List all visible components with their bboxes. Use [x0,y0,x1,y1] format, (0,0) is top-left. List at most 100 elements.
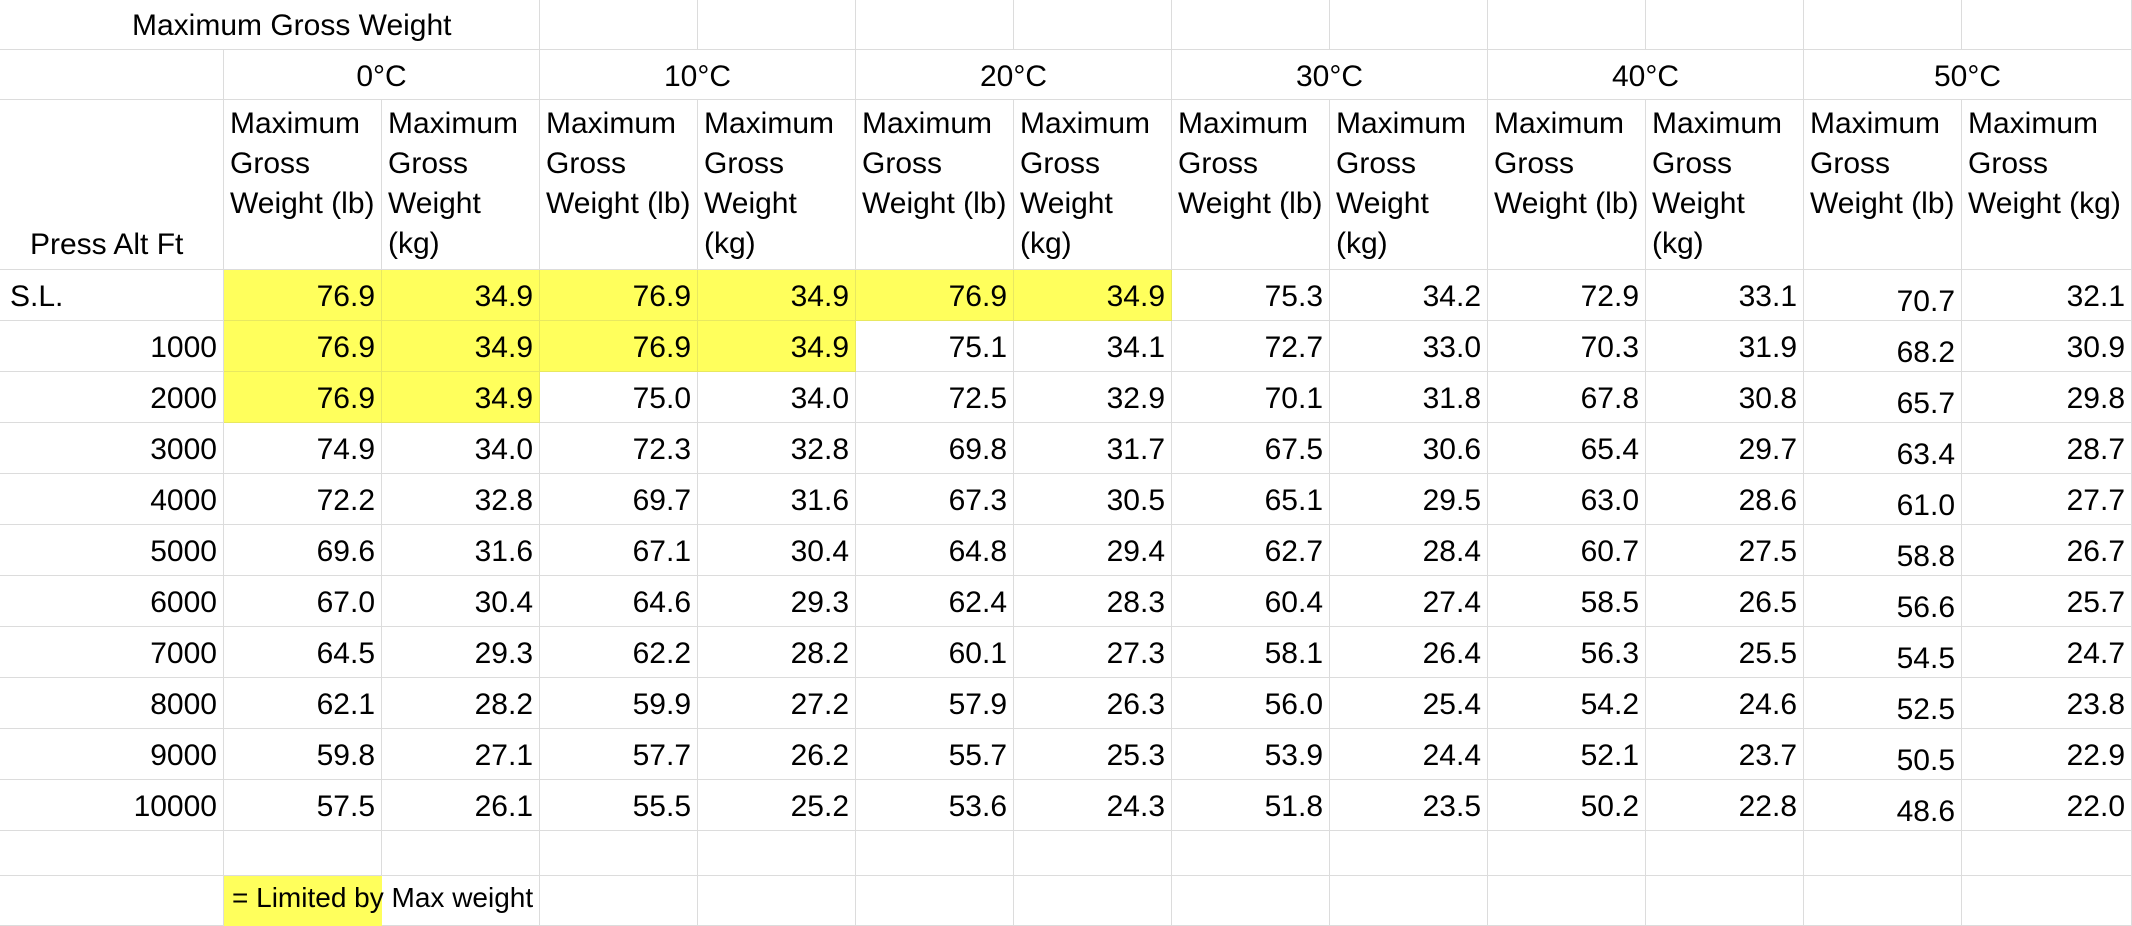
data-cell[interactable]: 67.1 [540,525,698,576]
data-cell[interactable]: 51.8 [1172,780,1330,831]
data-cell[interactable]: 60.4 [1172,576,1330,627]
data-cell[interactable]: 34.0 [698,372,856,423]
column-subheader[interactable]: Maximum Gross Weight (kg) [698,100,856,270]
empty-cell[interactable] [1330,876,1488,926]
data-cell[interactable]: 32.8 [698,423,856,474]
data-cell[interactable]: 28.3 [1014,576,1172,627]
data-cell[interactable]: 67.0 [224,576,382,627]
data-cell[interactable]: 59.9 [540,678,698,729]
temperature-header[interactable]: 20°C [856,50,1172,100]
empty-cell[interactable] [1172,876,1330,926]
data-cell[interactable]: 76.9 [540,270,698,321]
data-cell[interactable]: 64.5 [224,627,382,678]
data-cell[interactable]: 67.5 [1172,423,1330,474]
data-cell[interactable]: 28.4 [1330,525,1488,576]
data-cell[interactable]: 23.8 [1962,678,2132,729]
data-cell[interactable]: 34.0 [382,423,540,474]
data-cell[interactable]: 72.3 [540,423,698,474]
data-cell[interactable]: 25.3 [1014,729,1172,780]
empty-cell[interactable] [1488,831,1646,876]
data-cell[interactable]: 30.8 [1646,372,1804,423]
data-cell[interactable]: 27.2 [698,678,856,729]
data-cell[interactable]: 25.7 [1962,576,2132,627]
data-cell[interactable]: 29.4 [1014,525,1172,576]
data-cell[interactable]: 23.7 [1646,729,1804,780]
data-cell[interactable]: 28.6 [1646,474,1804,525]
data-cell[interactable]: 72.9 [1488,270,1646,321]
empty-cell[interactable] [0,50,224,100]
data-cell[interactable]: 52.1 [1488,729,1646,780]
altitude-label[interactable]: 7000 [0,627,224,678]
empty-cell[interactable] [0,831,224,876]
data-cell[interactable]: 34.2 [1330,270,1488,321]
altitude-label[interactable]: 6000 [0,576,224,627]
data-cell[interactable]: 52.5 [1804,678,1962,729]
column-subheader[interactable]: Maximum Gross Weight (kg) [1330,100,1488,270]
empty-cell[interactable] [224,831,382,876]
data-cell[interactable]: 31.6 [382,525,540,576]
empty-cell[interactable] [1804,876,1962,926]
altitude-label[interactable]: 1000 [0,321,224,372]
data-cell[interactable]: 27.5 [1646,525,1804,576]
data-cell[interactable]: 56.3 [1488,627,1646,678]
empty-cell[interactable] [1804,831,1962,876]
empty-cell[interactable] [1488,876,1646,926]
empty-cell[interactable] [1962,876,2132,926]
data-cell[interactable]: 34.9 [698,321,856,372]
data-cell[interactable]: 69.8 [856,423,1014,474]
empty-cell[interactable] [1014,876,1172,926]
altitude-label[interactable]: 9000 [0,729,224,780]
data-cell[interactable]: 24.6 [1646,678,1804,729]
empty-cell[interactable] [1962,0,2132,50]
altitude-label[interactable]: 3000 [0,423,224,474]
data-cell[interactable]: 68.2 [1804,321,1962,372]
column-subheader[interactable]: Maximum Gross Weight (kg) [1014,100,1172,270]
data-cell[interactable]: 31.9 [1646,321,1804,372]
data-cell[interactable]: 26.5 [1646,576,1804,627]
data-cell[interactable]: 57.5 [224,780,382,831]
data-cell[interactable]: 76.9 [224,372,382,423]
temperature-header[interactable]: 40°C [1488,50,1804,100]
data-cell[interactable]: 70.3 [1488,321,1646,372]
data-cell[interactable]: 30.9 [1962,321,2132,372]
data-cell[interactable]: 61.0 [1804,474,1962,525]
data-cell[interactable]: 27.3 [1014,627,1172,678]
data-cell[interactable]: 54.2 [1488,678,1646,729]
empty-cell[interactable] [1014,831,1172,876]
data-cell[interactable]: 72.7 [1172,321,1330,372]
data-cell[interactable]: 34.1 [1014,321,1172,372]
column-subheader[interactable]: Maximum Gross Weight (kg) [1962,100,2132,270]
data-cell[interactable]: 58.1 [1172,627,1330,678]
data-cell[interactable]: 65.7 [1804,372,1962,423]
data-cell[interactable]: 26.7 [1962,525,2132,576]
data-cell[interactable]: 53.6 [856,780,1014,831]
empty-cell[interactable] [1488,0,1646,50]
data-cell[interactable]: 76.9 [540,321,698,372]
altitude-label[interactable]: 10000 [0,780,224,831]
sheet-title[interactable]: Maximum Gross Weight [0,0,540,50]
data-cell[interactable]: 25.5 [1646,627,1804,678]
column-subheader[interactable]: Maximum Gross Weight (lb) [224,100,382,270]
data-cell[interactable]: 27.4 [1330,576,1488,627]
empty-cell[interactable] [1014,0,1172,50]
column-subheader[interactable]: Maximum Gross Weight (kg) [1646,100,1804,270]
data-cell[interactable]: 56.6 [1804,576,1962,627]
data-cell[interactable]: 33.1 [1646,270,1804,321]
data-cell[interactable]: 26.1 [382,780,540,831]
empty-cell[interactable] [698,876,856,926]
data-cell[interactable]: 27.7 [1962,474,2132,525]
empty-cell[interactable] [540,0,698,50]
altitude-label[interactable]: 8000 [0,678,224,729]
empty-cell[interactable] [856,831,1014,876]
data-cell[interactable]: 26.2 [698,729,856,780]
empty-cell[interactable] [0,876,224,926]
data-cell[interactable]: 62.7 [1172,525,1330,576]
data-cell[interactable]: 54.5 [1804,627,1962,678]
empty-cell[interactable] [1330,831,1488,876]
data-cell[interactable]: 72.2 [224,474,382,525]
data-cell[interactable]: 60.7 [1488,525,1646,576]
data-cell[interactable]: 56.0 [1172,678,1330,729]
data-cell[interactable]: 29.3 [698,576,856,627]
data-cell[interactable]: 69.7 [540,474,698,525]
temperature-header[interactable]: 30°C [1172,50,1488,100]
